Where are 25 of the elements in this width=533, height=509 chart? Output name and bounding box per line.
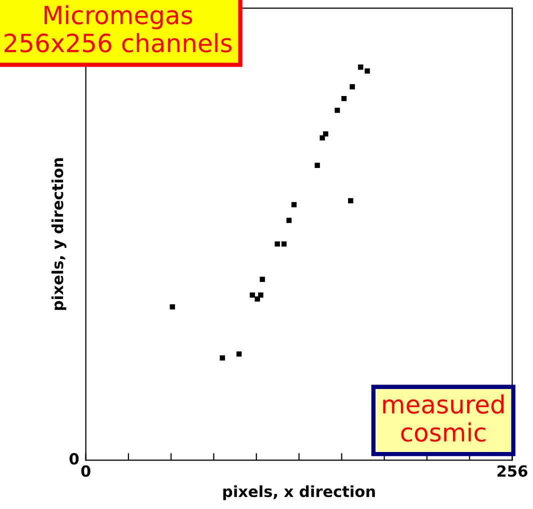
point <box>364 68 370 74</box>
text: Micromegas 256x256 channels <box>4 5 232 52</box>
point <box>320 135 325 140</box>
point <box>291 202 297 208</box>
point <box>236 351 242 357</box>
text: 0 <box>70 453 79 465</box>
point <box>170 304 176 310</box>
point <box>281 241 287 247</box>
point <box>341 96 347 102</box>
point <box>258 292 264 298</box>
point <box>350 84 355 90</box>
point <box>348 198 354 204</box>
point <box>274 241 280 247</box>
annotation: measured cosmic <box>383 394 504 442</box>
y-axis-title: pixels, y direction <box>51 158 66 310</box>
point <box>314 162 320 168</box>
x-tick-label: 256 <box>497 465 528 477</box>
point <box>220 355 225 361</box>
point <box>358 64 364 70</box>
point <box>323 131 328 137</box>
point <box>286 218 292 223</box>
x-axis-title: pixels, x direction <box>223 485 375 500</box>
point <box>334 108 340 113</box>
point <box>250 292 255 298</box>
point <box>260 276 265 282</box>
